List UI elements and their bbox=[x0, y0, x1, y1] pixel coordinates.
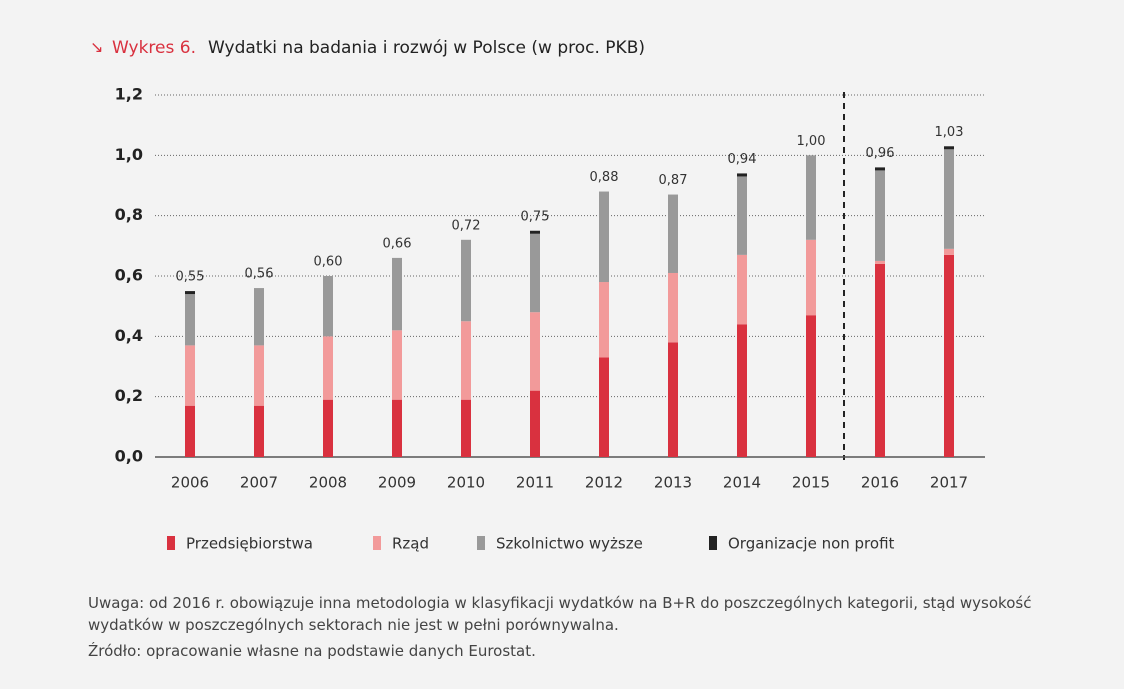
x-tick-label: 2008 bbox=[309, 474, 347, 492]
bar-segment bbox=[599, 191, 609, 283]
bar-segment bbox=[668, 194, 678, 273]
x-tick-label: 2014 bbox=[723, 474, 761, 492]
bar-segment bbox=[530, 230, 540, 234]
total-label: 0,56 bbox=[245, 267, 274, 282]
x-tick-label: 2011 bbox=[516, 474, 554, 492]
total-label: 0,88 bbox=[590, 170, 619, 185]
bar-segment bbox=[461, 399, 471, 457]
bar-segment bbox=[599, 282, 609, 358]
bar-segment bbox=[737, 324, 747, 457]
x-tick-label: 2016 bbox=[861, 474, 899, 492]
y-tick-label: 1,0 bbox=[115, 145, 143, 164]
bar-segment bbox=[254, 288, 264, 346]
x-tick-label: 2013 bbox=[654, 474, 692, 492]
y-tick-label: 0,2 bbox=[115, 386, 143, 405]
total-label: 0,87 bbox=[659, 173, 688, 188]
chart: ↘ Wykres 6. Wydatki na badania i rozwój … bbox=[90, 38, 985, 553]
y-tick-label: 0,4 bbox=[115, 326, 143, 345]
bar-segment bbox=[806, 155, 816, 240]
bar-segment bbox=[599, 357, 609, 457]
y-tick-label: 1,2 bbox=[115, 85, 143, 104]
bar-segment bbox=[944, 146, 954, 150]
legend-label: Szkolnictwo wyższe bbox=[496, 535, 643, 553]
x-tick-label: 2009 bbox=[378, 474, 416, 492]
bar-segment bbox=[392, 399, 402, 457]
y-tick-label: 0,6 bbox=[115, 266, 143, 285]
bar-segment bbox=[668, 342, 678, 457]
total-label: 0,60 bbox=[314, 255, 343, 270]
bar-segment bbox=[254, 345, 264, 406]
x-tick-label: 2006 bbox=[171, 474, 209, 492]
bar-segment bbox=[944, 149, 954, 249]
bar-segment bbox=[185, 345, 195, 406]
bar-segment bbox=[461, 239, 471, 322]
bar-segment bbox=[875, 167, 885, 171]
bar-segment bbox=[875, 260, 885, 264]
bar-segment bbox=[461, 321, 471, 400]
bar-segment bbox=[323, 276, 333, 337]
y-tick-label: 0,0 bbox=[115, 447, 143, 466]
bar-segment bbox=[806, 315, 816, 457]
legend-label: Organizacje non profit bbox=[728, 535, 895, 553]
bar-segment bbox=[737, 173, 747, 177]
total-label: 0,96 bbox=[866, 146, 895, 161]
bar-segment bbox=[392, 257, 402, 331]
total-label: 0,66 bbox=[383, 236, 412, 251]
legend-label: Rząd bbox=[392, 535, 429, 553]
bar-segment bbox=[185, 291, 195, 295]
x-tick-label: 2010 bbox=[447, 474, 485, 492]
total-label: 0,55 bbox=[176, 270, 205, 285]
bar-segment bbox=[185, 294, 195, 346]
bar-segment bbox=[185, 405, 195, 457]
bar-segment bbox=[806, 239, 816, 316]
bar-segment bbox=[944, 254, 954, 457]
bar-segment bbox=[737, 176, 747, 255]
total-label: 0,72 bbox=[452, 218, 481, 233]
chart-title: Wydatki na badania i rozwój w Polsce (w … bbox=[208, 38, 645, 58]
total-label: 1,00 bbox=[797, 134, 826, 149]
legend-swatch bbox=[709, 536, 717, 550]
bar-segment bbox=[323, 336, 333, 400]
x-tick-label: 2017 bbox=[930, 474, 968, 492]
note: Uwaga: od 2016 r. obowiązuje inna metodo… bbox=[88, 594, 1032, 634]
arrow-icon: ↘ bbox=[90, 38, 103, 57]
source: Źródło: opracowanie własne na podstawie … bbox=[88, 642, 536, 660]
y-tick-label: 0,8 bbox=[115, 205, 143, 224]
bar-segment bbox=[530, 390, 540, 457]
legend-swatch bbox=[167, 536, 175, 550]
x-tick-label: 2007 bbox=[240, 474, 278, 492]
x-tick-label: 2012 bbox=[585, 474, 623, 492]
chart-title-label: Wykres 6. bbox=[112, 38, 196, 58]
legend-swatch bbox=[477, 536, 485, 550]
bar-segment bbox=[254, 405, 264, 457]
legend-swatch bbox=[373, 536, 381, 550]
bar-segment bbox=[737, 254, 747, 325]
bar-segment bbox=[323, 399, 333, 457]
total-label: 0,94 bbox=[728, 152, 757, 167]
bar-segment bbox=[530, 312, 540, 391]
bar-segment bbox=[944, 248, 954, 255]
x-tick-label: 2015 bbox=[792, 474, 830, 492]
legend-label: Przedsiębiorstwa bbox=[186, 535, 313, 553]
bar-segment bbox=[530, 233, 540, 313]
bar-segment bbox=[392, 330, 402, 400]
bar-segment bbox=[668, 272, 678, 343]
total-label: 0,75 bbox=[521, 209, 550, 224]
bar-segment bbox=[875, 170, 885, 261]
total-label: 1,03 bbox=[935, 125, 964, 140]
bar-segment bbox=[875, 263, 885, 457]
